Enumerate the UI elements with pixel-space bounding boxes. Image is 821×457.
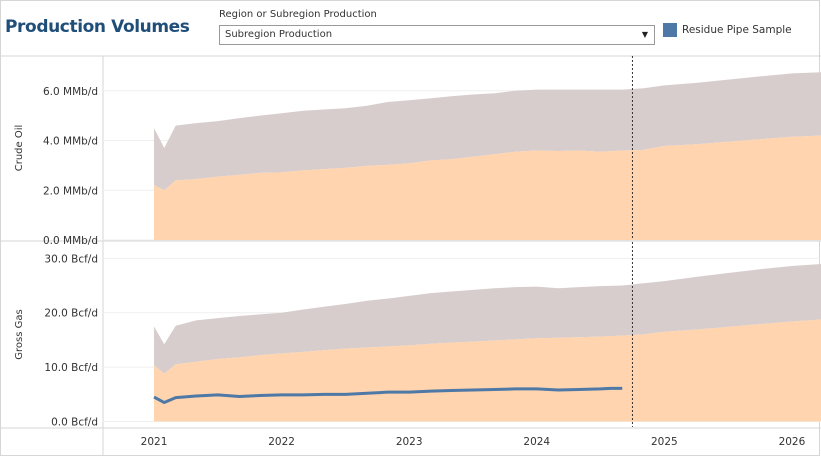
crude-oil-ytick-label: 2.0 MMb/d: [43, 185, 98, 197]
crude-oil-total-area[interactable]: [154, 72, 821, 191]
x-tick-label: 2022: [268, 436, 295, 448]
crude-oil-ytick-label: 4.0 MMb/d: [43, 136, 98, 148]
crude-oil-ytick-label: 6.0 MMb/d: [43, 86, 98, 98]
legend-label[interactable]: Residue Pipe Sample: [682, 24, 792, 36]
region-filter-value: Subregion Production: [225, 29, 333, 40]
gross-gas-ytick-label: 30.0 Bcf/d: [44, 253, 98, 265]
x-tick-label: 2021: [141, 436, 168, 448]
x-tick-label: 2023: [396, 436, 423, 448]
filter-label: Region or Subregion Production: [219, 9, 377, 20]
region-filter-dropdown[interactable]: Subregion Production ▼: [219, 25, 655, 45]
gross-gas-ytick-label: 20.0 Bcf/d: [44, 308, 98, 320]
dropdown-arrow-icon[interactable]: ▼: [641, 30, 648, 39]
gross-gas-sample-area[interactable]: [154, 319, 821, 422]
gross-gas-axis-title: Gross Gas: [14, 309, 25, 359]
page-title: Production Volumes: [5, 17, 190, 37]
gross-gas-total-area[interactable]: [154, 263, 821, 374]
crude-oil-sample-area[interactable]: [154, 135, 821, 240]
gross-gas-ytick-label: 10.0 Bcf/d: [44, 362, 98, 374]
x-tick-label: 2025: [651, 436, 678, 448]
x-tick-label: 2026: [779, 436, 806, 448]
gross-gas-ytick-label: 0.0 Bcf/d: [51, 417, 98, 429]
x-tick-label: 2024: [523, 436, 550, 448]
gross-gas-residue-line[interactable]: [153, 386, 623, 405]
crude-oil-ytick-label: 0.0 MMb/d: [43, 235, 98, 247]
legend-swatch[interactable]: [663, 23, 677, 37]
crude-oil-axis-title: Crude Oil: [14, 125, 25, 172]
